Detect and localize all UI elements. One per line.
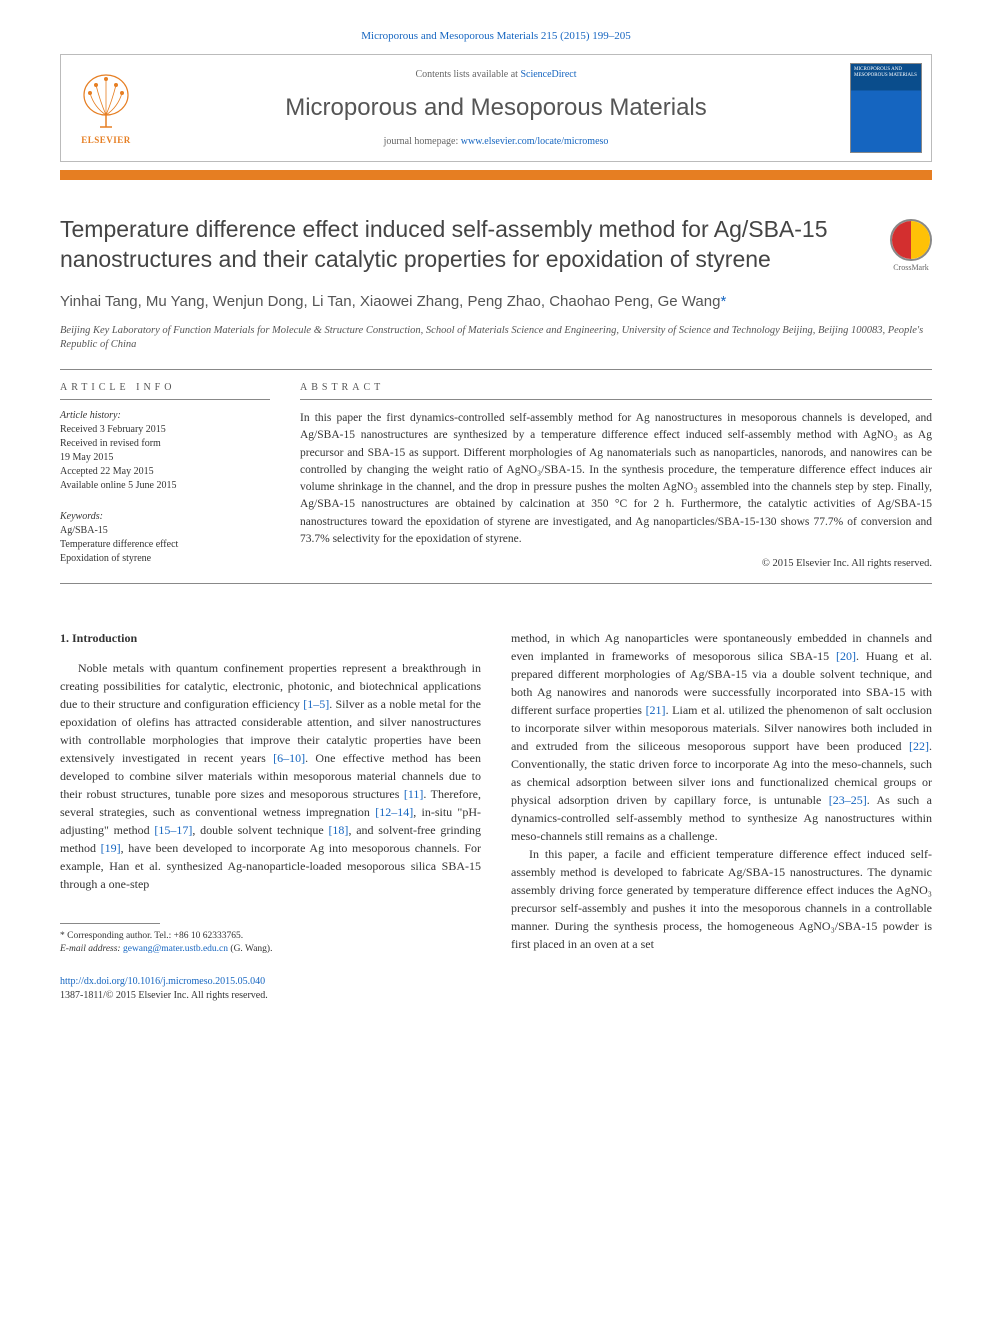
- reference-link[interactable]: [18]: [328, 823, 348, 837]
- body-paragraph: method, in which Ag nanoparticles were s…: [511, 629, 932, 845]
- email-footnote: E-mail address: gewang@mater.ustb.edu.cn…: [60, 943, 481, 956]
- section-number: 1.: [60, 631, 69, 645]
- body-text: , double solvent technique: [192, 823, 328, 837]
- orange-divider-bar: [60, 170, 932, 180]
- corresponding-marker: *: [720, 293, 726, 310]
- abstract-heading: ABSTRACT: [300, 382, 932, 400]
- history-item: 19 May 2015: [60, 451, 270, 465]
- keyword-item: Epoxidation of styrene: [60, 552, 270, 566]
- publisher-logo-block: ELSEVIER: [61, 55, 151, 161]
- history-label: Article history:: [60, 410, 270, 421]
- corresponding-author-footnote: * Corresponding author. Tel.: +86 10 623…: [60, 930, 481, 943]
- divider-line: [60, 369, 932, 370]
- history-item: Received 3 February 2015: [60, 423, 270, 437]
- history-item: Received in revised form: [60, 437, 270, 451]
- doi-link[interactable]: http://dx.doi.org/10.1016/j.micromeso.20…: [60, 976, 265, 987]
- history-item: Available online 5 June 2015: [60, 479, 270, 493]
- article-title: Temperature difference effect induced se…: [60, 215, 860, 275]
- reference-link[interactable]: [23–25]: [829, 793, 867, 807]
- crossmark-icon: [890, 219, 932, 261]
- homepage-prefix: journal homepage:: [384, 136, 461, 147]
- body-column-left: 1. Introduction Noble metals with quantu…: [60, 629, 481, 1003]
- authors-names: Yinhai Tang, Mu Yang, Wenjun Dong, Li Ta…: [60, 293, 720, 310]
- reference-link[interactable]: [11]: [404, 787, 424, 801]
- article-info-heading: ARTICLE INFO: [60, 382, 270, 400]
- journal-cover-block: MICROPOROUS AND MESOPOROUS MATERIALS: [841, 55, 931, 161]
- journal-name: Microporous and Mesoporous Materials: [171, 94, 821, 122]
- body-columns: 1. Introduction Noble metals with quantu…: [60, 629, 932, 1003]
- homepage-link[interactable]: www.elsevier.com/locate/micromeso: [461, 136, 609, 147]
- reference-link[interactable]: [20]: [836, 649, 856, 663]
- section-heading: 1. Introduction: [60, 629, 481, 647]
- keyword-item: Temperature difference effect: [60, 538, 270, 552]
- crossmark-badge[interactable]: CrossMark: [890, 219, 932, 272]
- article-info-column: ARTICLE INFO Article history: Received 3…: [60, 382, 270, 569]
- body-paragraph: In this paper, a facile and efficient te…: [511, 845, 932, 953]
- email-link[interactable]: gewang@mater.ustb.edu.cn: [123, 944, 228, 954]
- keyword-item: Ag/SBA-15: [60, 524, 270, 538]
- reference-link[interactable]: [1–5]: [303, 697, 329, 711]
- authors-line: Yinhai Tang, Mu Yang, Wenjun Dong, Li Ta…: [60, 293, 932, 310]
- reference-link[interactable]: [6–10]: [273, 751, 305, 765]
- footer-block: http://dx.doi.org/10.1016/j.micromeso.20…: [60, 975, 481, 1003]
- journal-cover-icon: MICROPOROUS AND MESOPOROUS MATERIALS: [850, 63, 922, 153]
- email-label: E-mail address:: [60, 944, 123, 954]
- abstract-column: ABSTRACT In this paper the first dynamic…: [300, 382, 932, 569]
- reference-link[interactable]: [21]: [646, 703, 666, 717]
- citation-line: Microporous and Mesoporous Materials 215…: [60, 30, 932, 42]
- email-suffix: (G. Wang).: [228, 944, 272, 954]
- keywords-label: Keywords:: [60, 511, 270, 522]
- body-paragraph: Noble metals with quantum confinement pr…: [60, 659, 481, 893]
- abstract-text: In this paper the first dynamics-control…: [300, 410, 932, 548]
- header-center: Contents lists available at ScienceDirec…: [151, 55, 841, 161]
- history-item: Accepted 22 May 2015: [60, 465, 270, 479]
- abstract-copyright: © 2015 Elsevier Inc. All rights reserved…: [300, 558, 932, 569]
- issn-copyright: 1387-1811/© 2015 Elsevier Inc. All right…: [60, 989, 481, 1003]
- homepage-line: journal homepage: www.elsevier.com/locat…: [171, 136, 821, 147]
- reference-link[interactable]: [22]: [909, 739, 929, 753]
- elsevier-tree-icon: [76, 71, 136, 131]
- header-box: ELSEVIER Contents lists available at Sci…: [60, 54, 932, 162]
- contents-prefix: Contents lists available at: [415, 69, 520, 80]
- contents-lists-line: Contents lists available at ScienceDirec…: [171, 69, 821, 80]
- reference-link[interactable]: [19]: [101, 841, 121, 855]
- affiliation: Beijing Key Laboratory of Function Mater…: [60, 324, 932, 353]
- body-column-right: method, in which Ag nanoparticles were s…: [511, 629, 932, 1003]
- reference-link[interactable]: [15–17]: [154, 823, 192, 837]
- body-text: , have been developed to incorporate Ag …: [60, 841, 481, 891]
- sciencedirect-link[interactable]: ScienceDirect: [520, 69, 576, 80]
- footnote-separator: [60, 923, 160, 924]
- crossmark-label: CrossMark: [893, 263, 929, 272]
- divider-line: [60, 583, 932, 584]
- journal-cover-text: MICROPOROUS AND MESOPOROUS MATERIALS: [851, 64, 921, 81]
- section-title: Introduction: [72, 631, 137, 645]
- reference-link[interactable]: [12–14]: [375, 805, 413, 819]
- publisher-label: ELSEVIER: [81, 135, 131, 145]
